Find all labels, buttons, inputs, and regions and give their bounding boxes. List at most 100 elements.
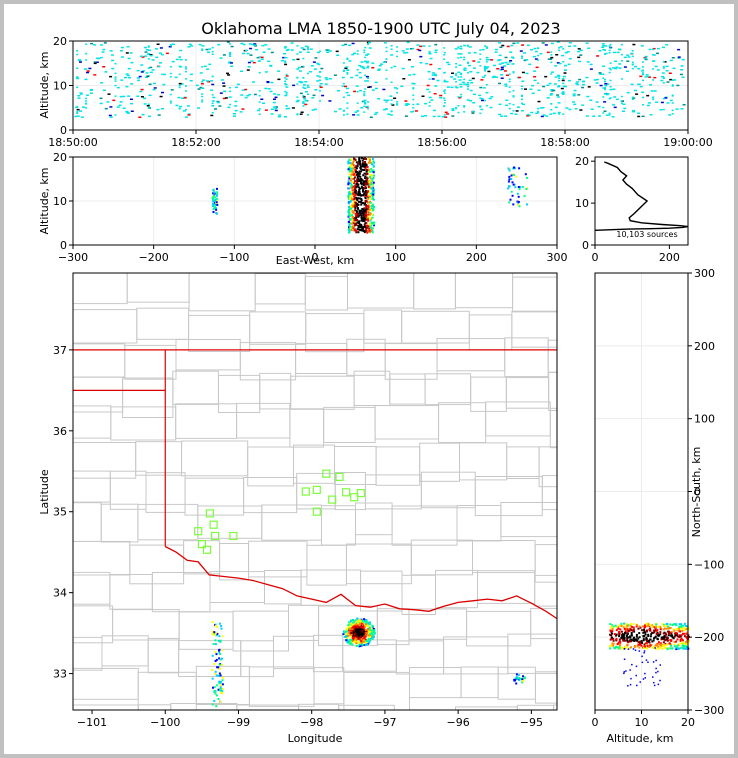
time-source-mark [581, 86, 585, 89]
ew-source-mark [349, 214, 352, 217]
ns-source-mark [627, 629, 630, 632]
time-source-mark [662, 82, 665, 84]
ns-source-mark [657, 625, 660, 628]
time-source-mark [550, 54, 553, 56]
ns-source-mark [645, 637, 648, 640]
time-source-mark [527, 114, 531, 117]
time-source-mark [358, 71, 362, 74]
ew-source-mark [360, 229, 363, 232]
time-source-mark [533, 76, 537, 78]
ew-source-mark [371, 203, 374, 206]
plan-source-mark [346, 641, 349, 644]
time-source-mark [126, 74, 130, 77]
time-source-mark [169, 93, 172, 96]
time-source-mark [548, 82, 552, 85]
time-source-mark [556, 62, 560, 64]
time-source-mark [443, 54, 446, 56]
time-source-mark [425, 62, 429, 65]
time-source-mark [612, 67, 615, 69]
county-outline [459, 442, 508, 481]
ns-source-mark [638, 650, 641, 652]
ew-source-mark [358, 172, 361, 175]
plan-source-mark [218, 622, 221, 625]
ns-source-mark [625, 626, 628, 629]
plan-source-mark [365, 624, 368, 627]
ns-source-mark [635, 635, 638, 638]
time-source-mark [366, 53, 370, 55]
time-source-mark [271, 108, 274, 110]
time-source-mark [562, 75, 566, 78]
county-outline [466, 610, 532, 647]
time-source-mark [574, 108, 578, 110]
ns-source-mark [662, 628, 665, 631]
ew-source-mark [521, 186, 524, 188]
time-source-mark [76, 115, 80, 117]
time-source-mark [516, 42, 520, 44]
time-source-mark [618, 63, 622, 65]
time-source-mark [537, 54, 540, 57]
time-source-mark [122, 95, 126, 98]
ns-source-mark [648, 628, 651, 631]
county-outline [184, 477, 245, 516]
ns-source-mark [643, 652, 645, 654]
time-source-mark [228, 96, 232, 98]
time-source-mark [241, 52, 245, 55]
time-source-mark [229, 53, 232, 56]
ew-source-mark [349, 225, 352, 228]
ns-source-mark [669, 643, 672, 646]
county-outline [323, 406, 376, 443]
ew-source-mark [362, 190, 364, 193]
time-source-mark [311, 109, 315, 111]
time-source-mark [617, 48, 621, 51]
ew-source-mark [354, 184, 357, 187]
time-source-mark [223, 90, 227, 93]
time-source-mark [89, 92, 93, 94]
time-source-mark [364, 103, 367, 105]
county-outline [500, 502, 557, 538]
time-source-mark [556, 96, 560, 98]
time-source-mark [112, 99, 116, 102]
time-source-mark [652, 68, 655, 70]
ns-source-mark [666, 622, 669, 625]
time-source-mark [300, 47, 304, 49]
time-source-mark [405, 51, 409, 54]
time-source-mark [554, 65, 558, 67]
time-source-mark [409, 48, 413, 50]
ns-source-mark [675, 640, 677, 643]
plan-source-mark [215, 658, 218, 661]
ew-source-mark [368, 208, 371, 211]
ew-source-mark [372, 198, 375, 201]
ns-source-mark [631, 625, 634, 628]
time-source-mark [521, 102, 523, 105]
time-source-mark [542, 114, 546, 116]
plan-source-mark [211, 677, 214, 680]
time-source-mark [396, 101, 399, 103]
plan-source-mark [218, 635, 221, 638]
time-source-mark [336, 54, 340, 56]
time-source-mark [110, 54, 114, 56]
time-source-mark [561, 54, 564, 57]
ns-source-mark [630, 638, 633, 641]
time-source-mark [568, 45, 571, 48]
ew-source-mark [213, 202, 216, 205]
plan-source-mark [214, 672, 217, 675]
county-outline [73, 442, 137, 479]
time-source-mark [455, 107, 458, 110]
time-source-mark [367, 107, 370, 110]
time-source-mark [459, 53, 463, 55]
plan-source-mark [215, 653, 218, 656]
ew-source-mark [519, 186, 522, 189]
time-source-mark [130, 102, 133, 105]
ew-source-mark [367, 197, 370, 200]
altitude-histogram-line [594, 161, 689, 231]
ns-source-mark [649, 627, 652, 630]
ew-tick-label: −300 [58, 251, 88, 264]
station-marker [202, 545, 212, 554]
time-source-mark [387, 113, 391, 115]
ew-source-mark [371, 178, 374, 181]
altitude-tick-label: 0 [60, 124, 67, 137]
ew-source-mark [350, 222, 353, 225]
plan-source-mark [517, 674, 520, 677]
time-source-mark [76, 53, 79, 56]
lon-tick-label: −98 [300, 716, 323, 729]
